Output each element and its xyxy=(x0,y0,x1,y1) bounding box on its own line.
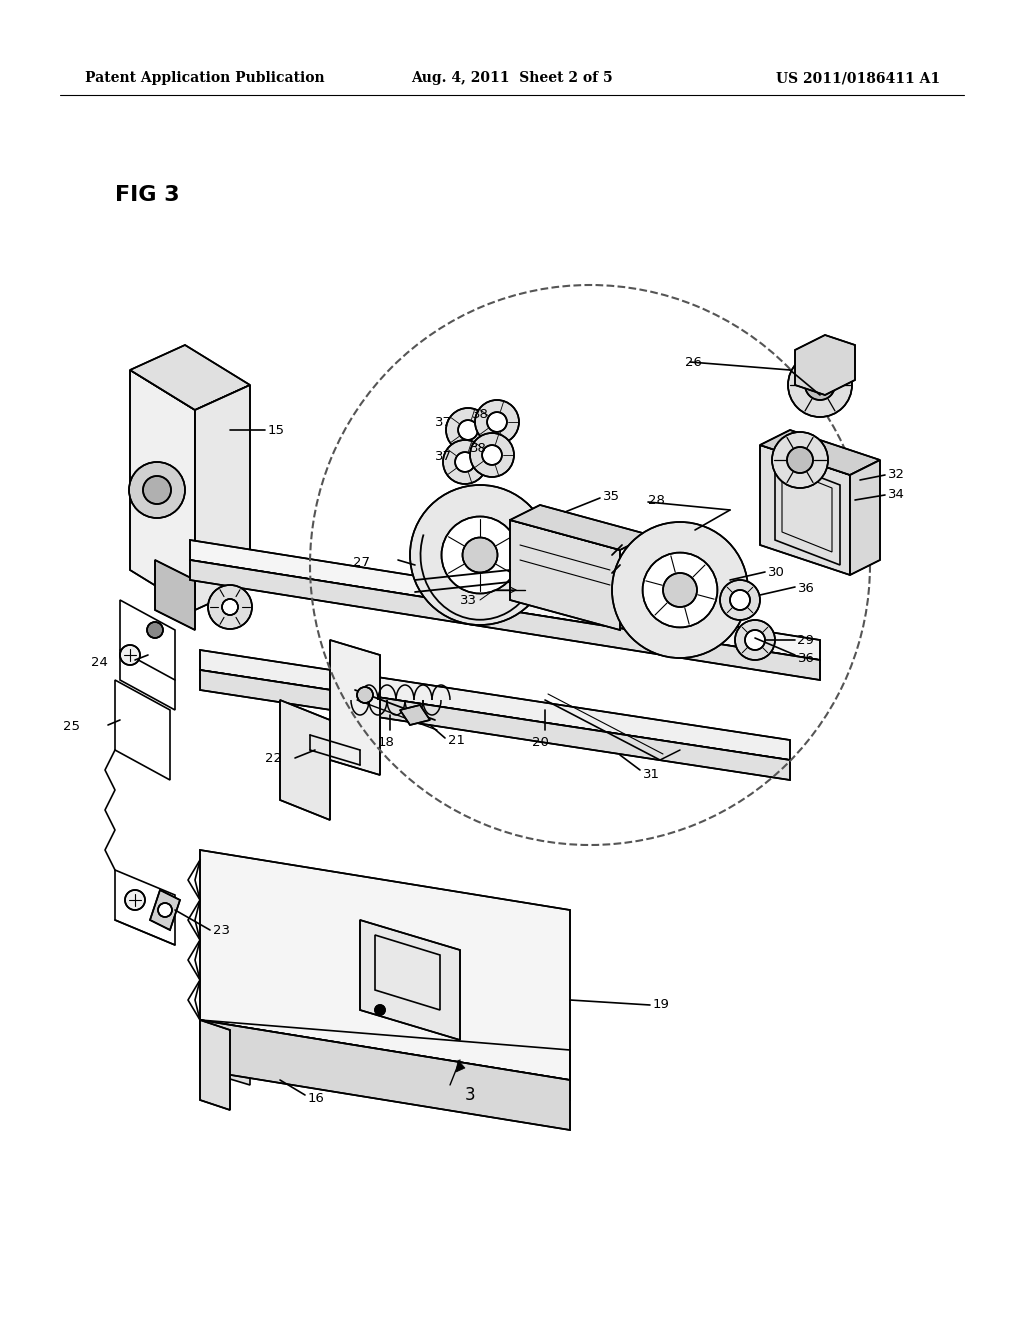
Circle shape xyxy=(208,585,252,630)
Text: 37: 37 xyxy=(435,450,452,462)
Circle shape xyxy=(745,630,765,649)
Circle shape xyxy=(772,432,828,488)
Circle shape xyxy=(458,420,478,440)
Polygon shape xyxy=(280,700,330,820)
Text: 22: 22 xyxy=(265,751,282,764)
Circle shape xyxy=(143,477,171,504)
Polygon shape xyxy=(155,560,195,630)
Circle shape xyxy=(470,433,514,477)
Text: 28: 28 xyxy=(648,494,665,507)
Text: 36: 36 xyxy=(798,652,815,664)
Polygon shape xyxy=(195,385,250,610)
Text: 33: 33 xyxy=(460,594,477,606)
Circle shape xyxy=(222,599,238,615)
Text: FIG 3: FIG 3 xyxy=(115,185,179,205)
Circle shape xyxy=(120,645,140,665)
Polygon shape xyxy=(200,1020,250,1085)
Polygon shape xyxy=(850,459,880,576)
Polygon shape xyxy=(190,560,820,680)
Text: 31: 31 xyxy=(643,768,660,781)
Circle shape xyxy=(129,462,185,517)
Circle shape xyxy=(612,521,748,657)
Polygon shape xyxy=(456,1060,465,1072)
Polygon shape xyxy=(200,649,790,760)
Circle shape xyxy=(788,352,852,417)
Circle shape xyxy=(487,412,507,432)
Text: 23: 23 xyxy=(213,924,230,936)
Text: 37: 37 xyxy=(435,416,452,429)
Text: 38: 38 xyxy=(470,442,486,455)
Polygon shape xyxy=(200,850,570,1080)
Text: 36: 36 xyxy=(798,582,815,594)
Polygon shape xyxy=(130,370,195,610)
Text: 26: 26 xyxy=(685,355,701,368)
Text: 30: 30 xyxy=(768,565,784,578)
Text: 21: 21 xyxy=(449,734,465,747)
Polygon shape xyxy=(150,890,180,931)
Circle shape xyxy=(805,370,835,400)
Text: 38: 38 xyxy=(472,408,488,421)
Circle shape xyxy=(147,622,163,638)
Text: 3: 3 xyxy=(465,1086,475,1104)
Polygon shape xyxy=(330,640,380,775)
Circle shape xyxy=(643,553,718,627)
Polygon shape xyxy=(200,671,790,780)
Circle shape xyxy=(475,400,519,444)
Circle shape xyxy=(446,408,490,451)
Circle shape xyxy=(735,620,775,660)
Circle shape xyxy=(720,579,760,620)
Text: 34: 34 xyxy=(888,488,905,502)
Circle shape xyxy=(125,890,145,909)
Circle shape xyxy=(441,516,518,594)
Text: Patent Application Publication: Patent Application Publication xyxy=(85,71,325,84)
Circle shape xyxy=(158,903,172,917)
Polygon shape xyxy=(200,1020,570,1130)
Circle shape xyxy=(410,484,550,624)
Text: 16: 16 xyxy=(308,1092,325,1105)
Circle shape xyxy=(730,590,750,610)
Circle shape xyxy=(375,1005,385,1015)
Text: US 2011/0186411 A1: US 2011/0186411 A1 xyxy=(776,71,940,84)
Polygon shape xyxy=(760,430,880,475)
Polygon shape xyxy=(400,705,430,725)
Polygon shape xyxy=(795,335,855,395)
Circle shape xyxy=(463,537,498,573)
Polygon shape xyxy=(760,445,850,576)
Text: 18: 18 xyxy=(378,735,394,748)
Circle shape xyxy=(455,451,475,471)
Polygon shape xyxy=(130,345,250,411)
Text: 27: 27 xyxy=(353,556,370,569)
Text: 25: 25 xyxy=(63,721,80,734)
Text: 20: 20 xyxy=(531,735,549,748)
Circle shape xyxy=(663,573,697,607)
Polygon shape xyxy=(360,920,460,1040)
Polygon shape xyxy=(200,1020,230,1110)
Polygon shape xyxy=(190,540,820,660)
Circle shape xyxy=(357,686,373,704)
Text: 29: 29 xyxy=(797,634,814,647)
Polygon shape xyxy=(510,520,620,630)
Text: 15: 15 xyxy=(268,424,285,437)
Circle shape xyxy=(787,447,813,473)
Text: 35: 35 xyxy=(603,491,620,503)
Circle shape xyxy=(482,445,502,465)
Text: Aug. 4, 2011  Sheet 2 of 5: Aug. 4, 2011 Sheet 2 of 5 xyxy=(412,71,612,84)
Polygon shape xyxy=(510,506,650,550)
Text: 19: 19 xyxy=(653,998,670,1011)
Circle shape xyxy=(443,440,487,484)
Text: 24: 24 xyxy=(91,656,108,668)
Text: 32: 32 xyxy=(888,469,905,482)
